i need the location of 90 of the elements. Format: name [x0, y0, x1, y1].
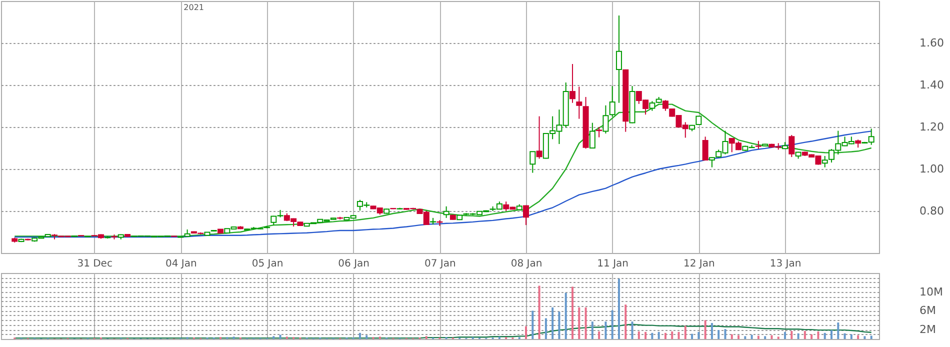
bar	[638, 331, 640, 339]
bar	[704, 320, 706, 339]
y-tick-label: 1.40	[920, 78, 944, 92]
bar	[678, 332, 680, 339]
bar	[525, 326, 528, 339]
bar	[604, 322, 607, 339]
bar	[804, 330, 806, 339]
bar	[757, 336, 760, 339]
x-tick-label: 06 Jan	[338, 258, 370, 270]
bar	[837, 322, 840, 339]
y-tick-label: 1.60	[920, 36, 944, 50]
bar	[864, 336, 866, 339]
line-series	[14, 324, 872, 339]
bar	[684, 326, 686, 339]
bar	[272, 336, 275, 339]
y-tick-label: 0.80	[920, 204, 944, 218]
y-tick-label: 1.20	[920, 120, 944, 134]
bar	[764, 336, 766, 339]
bar	[598, 331, 600, 339]
candlestick	[576, 86, 582, 120]
bar	[538, 286, 540, 339]
candlestick	[609, 86, 616, 118]
bar	[624, 304, 627, 339]
y-tick-label: 10M	[920, 285, 943, 298]
bar	[797, 333, 800, 339]
bar	[810, 334, 813, 339]
bar	[730, 334, 733, 339]
bar	[738, 335, 740, 339]
bar	[571, 286, 574, 339]
bar	[724, 329, 726, 339]
bar	[544, 318, 547, 339]
bar	[578, 307, 580, 339]
bar	[857, 335, 860, 339]
candlestick	[530, 151, 536, 174]
bar	[698, 332, 700, 339]
bar	[790, 330, 793, 339]
bar	[618, 278, 620, 339]
y-tick-label: 2M	[920, 323, 936, 336]
bar	[358, 332, 361, 339]
candlestick	[788, 134, 795, 158]
bar	[750, 334, 753, 339]
bar	[744, 336, 746, 339]
bar	[366, 335, 368, 339]
bar	[844, 333, 846, 339]
candlestick	[616, 14, 622, 104]
bar	[671, 331, 674, 339]
y-tick-label: 6M	[920, 304, 936, 318]
bar	[611, 310, 614, 339]
bar	[279, 334, 282, 339]
bar	[658, 332, 660, 339]
candlestick	[569, 64, 576, 104]
bar	[631, 322, 634, 339]
bar	[691, 334, 694, 339]
candlestick	[589, 122, 596, 149]
candlestick	[536, 116, 542, 160]
x-tick-label: 11 Jan	[597, 258, 628, 270]
x-tick-label: 05 Jan	[252, 258, 284, 270]
bar	[830, 330, 832, 339]
bar	[564, 292, 567, 339]
bar	[824, 332, 826, 339]
candlestick	[443, 206, 450, 218]
bar	[784, 332, 786, 339]
bar	[664, 332, 666, 339]
x-tick-label: 08 Jan	[510, 258, 542, 270]
bar	[850, 334, 852, 339]
bar	[710, 322, 713, 339]
bar	[718, 330, 720, 339]
y-tick-label: 1.00	[920, 162, 944, 176]
candlestick	[602, 104, 609, 134]
x-tick-label: 31 Dec	[77, 258, 112, 270]
bar	[644, 332, 647, 339]
bar	[552, 307, 554, 339]
bar	[770, 335, 773, 339]
bar	[591, 322, 594, 339]
x-tick-label: 13 Jan	[770, 258, 802, 270]
line-series	[14, 130, 872, 238]
bar	[584, 307, 587, 339]
candlestick	[523, 204, 530, 226]
x-tick-label: 07 Jan	[424, 258, 456, 270]
candlestick	[596, 126, 602, 138]
annotation: 2021	[184, 3, 204, 12]
bar	[870, 336, 872, 339]
bar	[651, 332, 654, 339]
bar	[558, 312, 560, 339]
x-tick-label: 04 Jan	[166, 258, 197, 270]
x-tick-label: 12 Jan	[684, 258, 715, 270]
bar	[817, 331, 820, 339]
candlestick	[702, 136, 708, 161]
bar	[425, 336, 428, 339]
bar	[532, 310, 534, 339]
